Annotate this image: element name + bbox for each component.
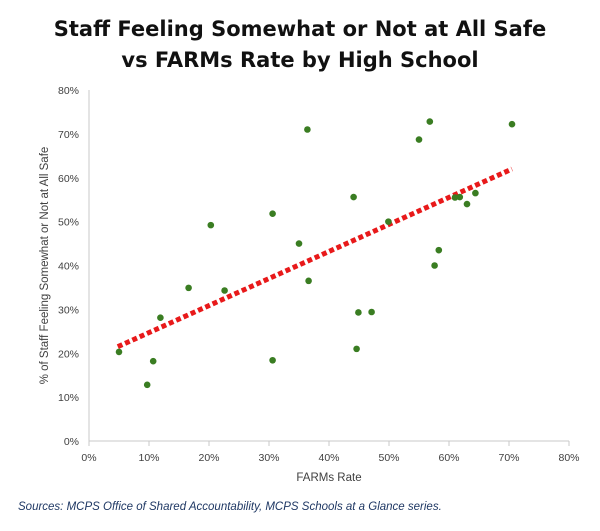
data-point — [463, 200, 471, 208]
data-point — [456, 193, 464, 201]
y-tick-label: 70% — [58, 129, 79, 141]
y-tick-label: 50% — [58, 217, 79, 229]
x-tick-label: 70% — [498, 452, 519, 464]
data-point — [426, 118, 434, 125]
x-tick-label: 80% — [558, 452, 579, 464]
y-tick-label: 0% — [64, 436, 79, 448]
x-tick-label: 30% — [258, 452, 279, 464]
x-tick-label: 50% — [378, 452, 399, 464]
y-tick-label: 30% — [58, 304, 79, 316]
x-tick-label: 10% — [138, 452, 159, 464]
chart-title: Staff Feeling Somewhat or Not at All Saf… — [0, 14, 600, 76]
data-point — [269, 356, 276, 364]
y-tick-label: 10% — [58, 392, 79, 404]
y-tick-label: 20% — [58, 348, 79, 360]
chart-title-line-1: Staff Feeling Somewhat or Not at All Saf… — [53, 17, 547, 41]
data-point — [149, 357, 157, 365]
x-tick-label: 0% — [81, 452, 96, 464]
data-point — [435, 246, 443, 254]
source-note: Sources: MCPS Office of Shared Accountab… — [18, 501, 442, 513]
data-point — [304, 126, 311, 133]
data-point — [295, 240, 303, 247]
x-tick-label: 20% — [198, 452, 219, 464]
data-point — [431, 262, 438, 269]
data-point — [143, 381, 151, 389]
data-point — [185, 284, 192, 292]
data-point — [115, 348, 123, 356]
data-point — [368, 308, 375, 316]
data-point — [157, 314, 164, 322]
data-point — [355, 309, 362, 316]
y-tick-label: 80% — [58, 85, 79, 97]
trendline — [116, 166, 514, 349]
y-axis-title: % of Staff Feeling Somewhat or Not at Al… — [39, 147, 51, 385]
data-point — [472, 189, 479, 197]
data-point — [305, 277, 312, 285]
y-tick-label: 40% — [58, 261, 79, 273]
data-point — [207, 221, 215, 229]
chart-title-line-2: vs FARMs Rate by High School — [121, 48, 479, 72]
data-point — [353, 345, 360, 353]
x-axis-title: FARMs Rate — [296, 472, 361, 484]
x-tick-label: 60% — [438, 452, 459, 464]
y-tick-label: 60% — [58, 173, 79, 185]
data-point — [221, 287, 228, 294]
data-point — [415, 136, 423, 143]
x-tick-label: 40% — [318, 452, 339, 464]
data-point — [269, 210, 276, 218]
data-point — [385, 218, 392, 225]
data-point — [451, 194, 459, 201]
data-point — [350, 193, 357, 201]
data-point — [508, 120, 516, 128]
